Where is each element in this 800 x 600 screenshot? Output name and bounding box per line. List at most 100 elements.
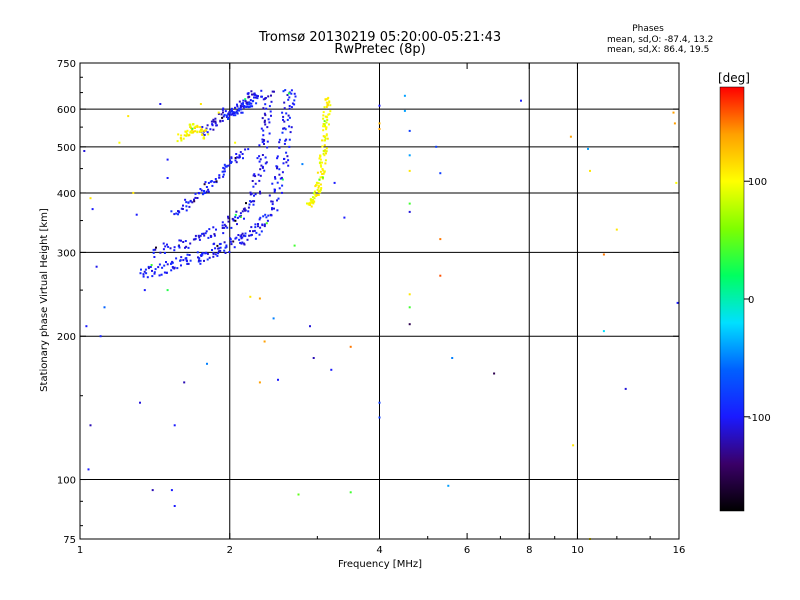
trace-5-point bbox=[324, 149, 327, 152]
trace-4-point bbox=[229, 111, 232, 114]
trace-5-point bbox=[317, 182, 320, 185]
trace-0-point bbox=[233, 246, 236, 249]
trace-0-point bbox=[287, 114, 290, 117]
trace-3-point bbox=[253, 96, 255, 99]
trace-5-point bbox=[313, 192, 316, 195]
trace-0-point bbox=[214, 247, 217, 250]
scatter-point-69 bbox=[587, 147, 589, 150]
trace-1-point bbox=[252, 185, 255, 188]
trace-2-point bbox=[222, 166, 225, 169]
trace-0-point bbox=[241, 232, 244, 235]
trace-2-point bbox=[193, 198, 195, 201]
trace-0-point bbox=[283, 120, 286, 123]
trace-5-point bbox=[319, 176, 322, 179]
scatter-point-27 bbox=[234, 141, 237, 144]
trace-4-point bbox=[248, 103, 251, 106]
trace-0-point bbox=[237, 234, 240, 236]
trace-5-point bbox=[326, 119, 329, 121]
trace-1-point bbox=[244, 209, 246, 212]
trace-0-point bbox=[241, 236, 244, 239]
trace-1-point bbox=[239, 212, 242, 215]
trace-5-point bbox=[311, 199, 314, 201]
scatter-point-6 bbox=[89, 424, 92, 427]
trace-5-point bbox=[309, 204, 312, 206]
trace-1-point bbox=[203, 234, 206, 237]
trace-3-point bbox=[215, 124, 218, 127]
trace-0-point bbox=[200, 255, 203, 257]
trace-4-point bbox=[231, 110, 234, 113]
trace-0-point bbox=[254, 237, 257, 240]
trace-0-point bbox=[206, 252, 209, 255]
trace-0-point bbox=[224, 246, 227, 249]
trace-4-point bbox=[240, 111, 243, 114]
trace-0-point bbox=[145, 272, 148, 275]
scatter-point-57 bbox=[408, 306, 411, 309]
trace-5-point bbox=[307, 203, 310, 206]
trace-1-point bbox=[262, 107, 265, 110]
trace-0-point bbox=[151, 275, 154, 278]
trace-0-point bbox=[282, 118, 284, 121]
trace-0-point bbox=[240, 242, 243, 245]
trace-1-point bbox=[204, 232, 207, 235]
scatter-point-62 bbox=[439, 274, 442, 277]
trace-1-point bbox=[178, 246, 181, 249]
trace-1-point bbox=[253, 173, 256, 176]
trace-2-point bbox=[238, 156, 241, 159]
trace-1-point bbox=[154, 248, 157, 251]
trace-0-point bbox=[261, 223, 264, 226]
trace-5-point bbox=[324, 159, 327, 162]
trace-0-point bbox=[157, 266, 160, 269]
trace-5-point bbox=[325, 152, 327, 155]
trace-3-point bbox=[253, 92, 256, 95]
trace-2-point bbox=[235, 161, 238, 164]
trace-3-point bbox=[212, 120, 215, 123]
trace-0-point bbox=[254, 223, 257, 226]
trace-2-point bbox=[194, 192, 197, 195]
trace-6-point bbox=[196, 131, 199, 134]
trace-2-point bbox=[229, 159, 232, 162]
trace-0-point bbox=[244, 232, 247, 235]
trace-1-point bbox=[262, 129, 265, 132]
trace-1-point bbox=[201, 232, 204, 235]
trace-2-point bbox=[230, 156, 233, 159]
trace-2-point bbox=[207, 190, 210, 193]
trace-3-point bbox=[227, 112, 230, 115]
trace-5-point bbox=[325, 134, 328, 137]
trace-1-point bbox=[273, 90, 275, 93]
trace-1-point bbox=[230, 226, 233, 229]
trace-1-point bbox=[208, 228, 211, 231]
y-tick-label-300: 300 bbox=[57, 248, 76, 259]
trace-1-point bbox=[199, 234, 202, 237]
trace-2-point bbox=[191, 201, 194, 204]
trace-2-point bbox=[214, 178, 217, 180]
trace-3-point bbox=[247, 92, 250, 95]
trace-0-point bbox=[150, 264, 153, 266]
trace-0-point bbox=[279, 177, 282, 180]
trace-3-point bbox=[222, 107, 225, 110]
y-tick-label-200: 200 bbox=[57, 332, 76, 343]
scatter-point-39 bbox=[330, 368, 333, 371]
trace-6-point bbox=[185, 134, 188, 137]
trace-1-point bbox=[198, 238, 201, 241]
trace-1-point bbox=[163, 252, 166, 254]
trace-0-point bbox=[290, 89, 293, 92]
scatter-point-12 bbox=[135, 213, 138, 216]
x-tick-label-10: 10 bbox=[571, 545, 584, 556]
trace-1-point bbox=[253, 200, 256, 203]
trace-5-point bbox=[319, 158, 322, 161]
trace-1-point bbox=[250, 192, 253, 195]
trace-3-point bbox=[240, 102, 243, 105]
trace-0-point bbox=[278, 173, 281, 176]
trace-6-point bbox=[190, 131, 193, 134]
x-tick-label-1: 1 bbox=[77, 545, 83, 556]
trace-6-point bbox=[194, 127, 196, 129]
trace-0-point bbox=[197, 256, 199, 259]
trace-5-point bbox=[322, 169, 325, 172]
trace-0-point bbox=[281, 171, 284, 174]
trace-0-point bbox=[257, 223, 259, 225]
trace-1-point bbox=[262, 139, 265, 141]
trace-0-point bbox=[284, 89, 287, 92]
trace-0-point bbox=[284, 139, 287, 142]
trace-5-point bbox=[313, 190, 316, 193]
trace-1-point bbox=[223, 226, 226, 229]
